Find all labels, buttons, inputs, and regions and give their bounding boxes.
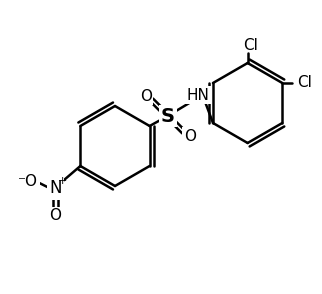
Text: O: O — [140, 88, 152, 103]
Text: ⁻O: ⁻O — [18, 173, 38, 188]
Text: N: N — [49, 179, 62, 197]
Text: O: O — [49, 208, 62, 223]
Text: S: S — [161, 106, 175, 126]
Text: Cl: Cl — [297, 74, 312, 89]
Text: O: O — [184, 128, 196, 143]
Text: Cl: Cl — [243, 38, 258, 53]
Text: HN: HN — [186, 88, 209, 103]
Text: +: + — [58, 176, 67, 186]
